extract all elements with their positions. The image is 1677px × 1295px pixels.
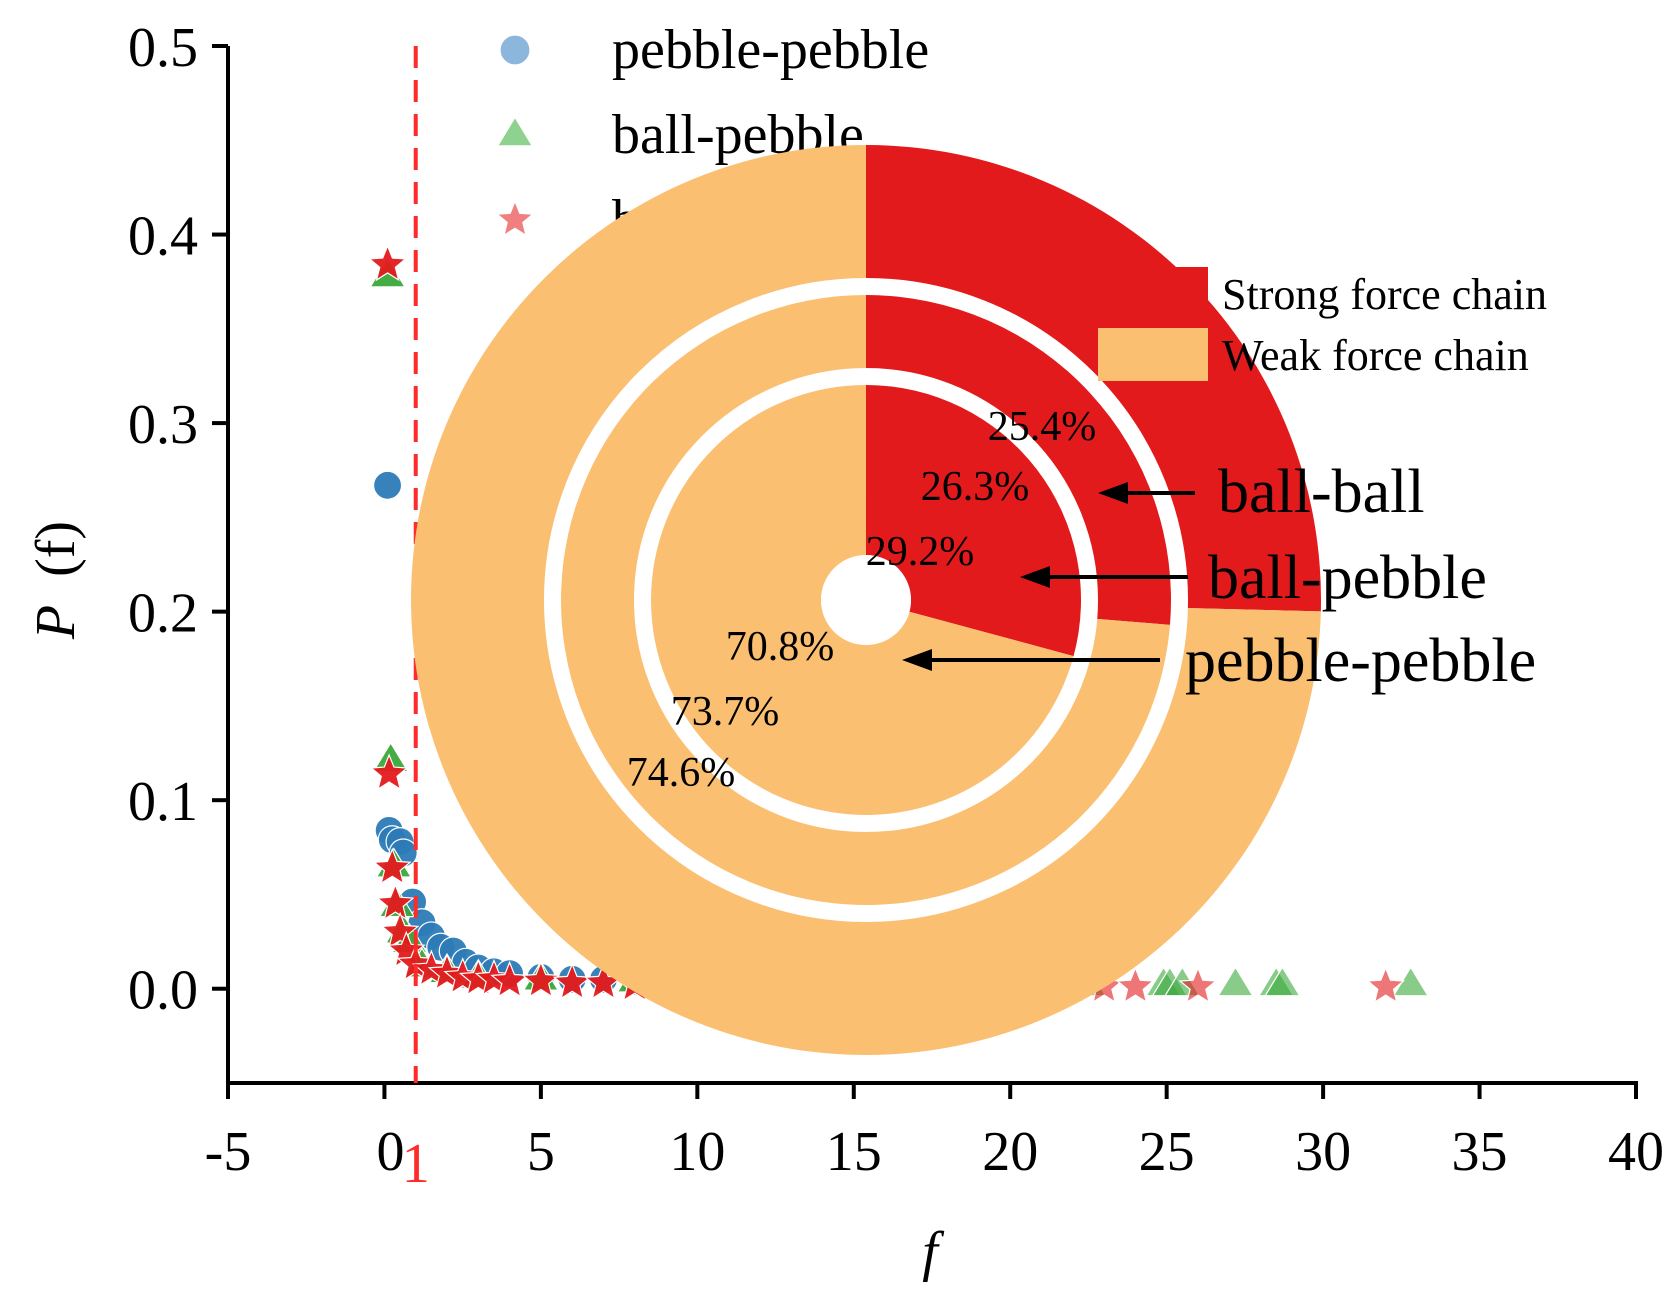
legend-marker — [499, 34, 531, 66]
x-tick-label: 20 — [982, 1121, 1038, 1183]
weak-percent-label: 73.7% — [671, 689, 780, 735]
strong-slice — [866, 145, 1322, 612]
ring-annotations: ball-ball ball-pebble pebble-pebble — [902, 458, 1536, 695]
x-tick-label: 25 — [1139, 1121, 1195, 1183]
x-tick-label: 5 — [527, 1121, 555, 1183]
annotation-label: ball-ball — [1218, 458, 1425, 526]
legend-item-weak: Weak force chain — [1098, 328, 1529, 381]
annotation-ball-pebble: ball-pebble — [1020, 544, 1487, 612]
y-ticks: 0.0 0.1 0.2 0.3 0.4 0.5 — [128, 17, 228, 1022]
y-tick-label: 0.4 — [128, 206, 198, 268]
data-point — [376, 883, 415, 921]
x-axis-title: f — [922, 1221, 945, 1283]
ring-pebble-pebble — [651, 384, 1082, 815]
strong-slice — [866, 295, 1171, 625]
data-point — [1264, 966, 1301, 997]
data-point — [1115, 966, 1155, 1004]
y-tick-label: 0.1 — [128, 771, 198, 833]
legend-swatch — [1098, 328, 1208, 381]
x-tick-label: 0 — [376, 1121, 404, 1183]
strong-percent-label: 26.3% — [921, 464, 1030, 510]
donut-chart: 25.4% 74.6% 26.3% 73.7% 29.2% 70.8% — [411, 145, 1322, 1056]
y-axis-title-arg: (f) — [25, 521, 87, 577]
data-point — [372, 470, 403, 500]
annotation-label: ball-pebble — [1208, 544, 1487, 612]
data-point — [521, 960, 561, 998]
annotation-arrowhead — [1098, 482, 1128, 504]
donut-legend: Strong force chain Weak force chain — [1098, 267, 1547, 381]
data-point — [369, 753, 409, 791]
legend-label: Strong force chain — [1222, 270, 1547, 319]
x-tick-label: 40 — [1608, 1121, 1664, 1183]
y-tick-label: 0.0 — [128, 960, 198, 1022]
weak-percent-label: 74.6% — [627, 750, 736, 796]
y-tick-label: 0.3 — [128, 394, 198, 456]
annotation-ball-ball: ball-ball — [1098, 458, 1425, 526]
strong-percent-label: 29.2% — [866, 529, 975, 575]
y-axis-title-main: P — [25, 605, 87, 640]
donut-hole — [821, 555, 911, 645]
annotation-arrowhead — [902, 649, 932, 671]
x-tick-label: 35 — [1452, 1121, 1508, 1183]
data-point — [1366, 966, 1406, 1004]
legend-marker — [496, 116, 534, 147]
x-tick-label: 15 — [826, 1121, 882, 1183]
svg-text:P (f): P (f) — [25, 521, 87, 640]
x-tick-label: -5 — [205, 1121, 252, 1183]
weak-slice — [651, 385, 1074, 815]
strong-percent-label: 25.4% — [988, 404, 1097, 450]
data-point — [1217, 966, 1254, 997]
annotation-label: pebble-pebble — [1185, 627, 1536, 695]
x-tick-label: 30 — [1295, 1121, 1351, 1183]
ring-ball-pebble — [560, 295, 1171, 905]
ring-separator — [634, 368, 1098, 832]
y-tick-label: 0.2 — [128, 583, 198, 645]
weak-percent-label: 70.8% — [726, 624, 835, 670]
x-tick-label: 10 — [669, 1121, 725, 1183]
ring-separator — [544, 278, 1188, 922]
y-axis-title: P (f) — [25, 521, 87, 640]
data-point — [368, 244, 407, 282]
strong-slice — [866, 384, 1082, 657]
legend-item-pebble-pebble: pebble-pebble — [499, 19, 929, 81]
data-point — [1178, 966, 1218, 1004]
x-ticks: -5 0 5 10 15 20 25 30 35 40 — [205, 1083, 1664, 1183]
data-point — [372, 847, 412, 885]
legend-swatch — [1098, 267, 1208, 320]
legend-label: pebble-pebble — [612, 19, 929, 81]
legend-marker — [495, 199, 535, 237]
annotation-arrowhead — [1020, 566, 1050, 588]
data-point — [380, 911, 420, 949]
annotation-pebble-pebble: pebble-pebble — [902, 627, 1536, 695]
threshold-label: 1 — [402, 1133, 430, 1195]
y-tick-label: 0.5 — [128, 17, 198, 79]
legend-item-strong: Strong force chain — [1098, 267, 1547, 320]
legend-label: Weak force chain — [1222, 331, 1529, 380]
